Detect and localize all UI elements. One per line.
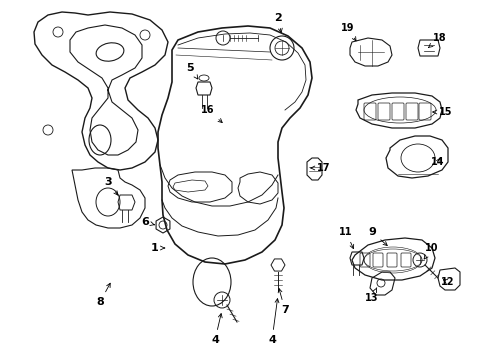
- Text: 13: 13: [365, 288, 378, 303]
- Text: 5: 5: [186, 63, 198, 79]
- Text: 16: 16: [201, 105, 222, 122]
- Text: 4: 4: [267, 299, 278, 345]
- Text: 4: 4: [211, 314, 222, 345]
- Text: 3: 3: [104, 177, 118, 195]
- Text: 15: 15: [432, 107, 452, 117]
- Text: 18: 18: [427, 33, 446, 48]
- Text: 11: 11: [339, 227, 353, 249]
- Text: 7: 7: [278, 289, 288, 315]
- Text: 6: 6: [141, 217, 154, 227]
- Text: 19: 19: [341, 23, 355, 41]
- Text: 2: 2: [274, 13, 282, 32]
- Text: 14: 14: [430, 157, 444, 167]
- Text: 9: 9: [367, 227, 386, 246]
- Text: 1: 1: [151, 243, 164, 253]
- Text: 17: 17: [310, 163, 330, 173]
- Text: 8: 8: [96, 283, 110, 307]
- Text: 10: 10: [423, 243, 438, 259]
- Text: 12: 12: [440, 277, 454, 287]
